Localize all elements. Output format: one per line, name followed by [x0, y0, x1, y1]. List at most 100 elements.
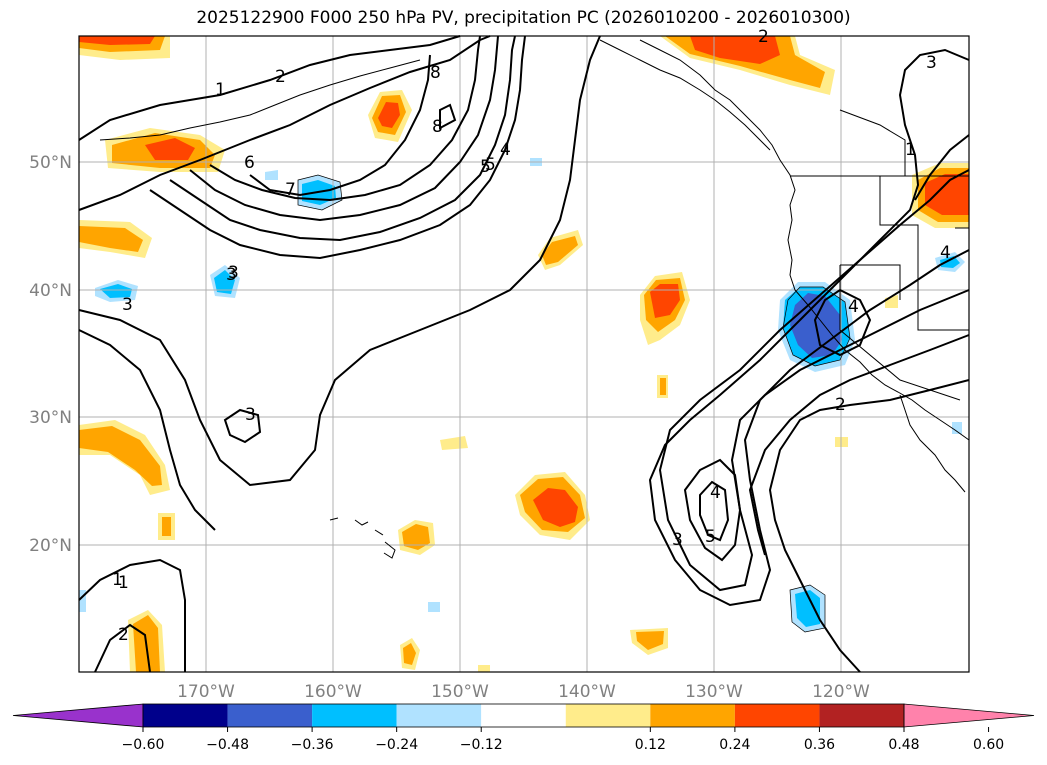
pv-contour — [658, 169, 970, 592]
pv-contour — [914, 134, 970, 201]
pv-contour — [209, 35, 481, 202]
pv-contour — [169, 35, 516, 242]
colorbar-tick-label: 0.36 — [804, 737, 835, 753]
latitude-label: 20°N — [29, 536, 72, 556]
map-panel: 1 2 3 4 5 6 7 8 1 2 3 4 5 3 3 3 1 2 2 4 … — [78, 27, 970, 673]
precip-negative-area — [940, 256, 960, 268]
contour-labels: 1 2 3 4 5 6 7 8 1 2 3 4 5 3 3 3 1 2 2 4 … — [112, 27, 951, 645]
precip-positive-area — [533, 488, 578, 527]
precip-negative-area — [795, 590, 820, 627]
contour-label: 4 — [500, 140, 511, 160]
precip-positive-area — [660, 378, 666, 395]
contour-label: 4 — [940, 243, 951, 263]
colorbar-tick-label: −0.48 — [206, 737, 249, 753]
contour-label: 6 — [244, 153, 255, 173]
precip-negative-area — [952, 422, 962, 434]
contour-label: 5 — [485, 155, 496, 175]
precip-negative-area — [100, 284, 132, 298]
precip-positive-area — [542, 236, 578, 265]
colorbar-segment — [481, 704, 566, 727]
aleutian-coastline — [99, 59, 421, 141]
pv-contour — [439, 103, 457, 130]
latitude-label: 40°N — [29, 281, 72, 301]
contour-label: 2 — [758, 27, 769, 47]
pv-contour — [223, 408, 262, 444]
pv-contour — [94, 623, 151, 673]
baja-coastline — [899, 394, 966, 493]
pv-contour — [813, 288, 872, 357]
pv-contours — [78, 35, 970, 673]
alaska-coastline — [599, 39, 771, 151]
pv-contour — [748, 334, 970, 556]
latitude-label: 30°N — [29, 408, 72, 428]
colorbar-segment — [312, 704, 397, 727]
pv-contour — [78, 35, 491, 211]
colorbar-frame — [142, 703, 905, 728]
precip-positive-area — [440, 436, 468, 450]
colorbar-tick-label: 0.12 — [635, 737, 666, 753]
precip-positive-area — [145, 138, 195, 160]
colorbar-segment — [565, 704, 651, 727]
pv-contour — [699, 480, 730, 542]
colorbar-segment — [227, 704, 313, 727]
longitude-label: 170°W — [177, 682, 235, 702]
precip-negative-area — [428, 602, 440, 612]
canada-border — [839, 109, 906, 176]
precip-positive-area — [650, 284, 680, 318]
colorbar-tick-label: −0.36 — [291, 737, 334, 753]
us-state-border — [840, 264, 901, 300]
longitude-label: 150°W — [431, 682, 489, 702]
pv-contour — [768, 379, 970, 673]
precip-positive-area — [162, 517, 171, 536]
contour-label: 4 — [710, 483, 721, 503]
colorbar-tick-label: −0.24 — [375, 737, 418, 753]
contour-label: 4 — [848, 297, 859, 317]
longitude-label: 130°W — [685, 682, 743, 702]
pv-contour — [189, 35, 499, 222]
contour-label: 3 — [672, 530, 683, 550]
gridlines — [79, 36, 969, 672]
precip-positive-area — [79, 36, 155, 45]
contour-label: 7 — [285, 180, 296, 200]
precip-positive-area — [79, 226, 143, 252]
colorbar: −0.60 −0.48 −0.36 −0.24 −0.12 0.12 0.24 0.36 0.4… — [12, 703, 1035, 753]
contour-label: 5 — [480, 157, 491, 177]
longitude-labels: 170°W 160°W 150°W 140°W 130°W 120°W — [177, 682, 870, 702]
longitude-label: 140°W — [558, 682, 616, 702]
contour-label: 3 — [245, 405, 256, 425]
precip-positive-area — [79, 426, 162, 486]
colorbar-segment — [396, 704, 482, 727]
contour-label: 2 — [118, 625, 129, 645]
precip-positive-area — [478, 665, 490, 672]
pv-contour — [78, 35, 461, 141]
contour-label: 2 — [275, 67, 286, 87]
precip-positive-area — [925, 174, 969, 215]
colorbar-segment — [143, 704, 228, 727]
pv-contour — [78, 35, 601, 487]
hawaii-islands — [329, 517, 396, 559]
us-state-border — [879, 176, 969, 331]
map-title: 2025122900 F000 250 hPa PV, precipitatio… — [196, 8, 851, 28]
precip-positive-area — [403, 643, 416, 665]
pv-contour — [683, 458, 742, 562]
colorbar-segment — [819, 704, 904, 727]
colorbar-segment — [650, 704, 735, 727]
contour-label: 2 — [835, 395, 846, 415]
colorbar-extend-max — [903, 703, 1035, 728]
contour-label: 3 — [226, 265, 237, 285]
pv-contour — [249, 54, 431, 197]
contour-label: 1 — [215, 80, 226, 100]
contour-label: 5 — [705, 527, 716, 547]
contour-label: 1 — [118, 573, 129, 593]
colorbar-extend-min — [12, 703, 144, 728]
longitude-label: 160°W — [304, 682, 362, 702]
contour-label: 1 — [112, 570, 123, 590]
longitude-label: 120°W — [812, 682, 870, 702]
contour-label: 3 — [228, 263, 239, 283]
precip-positive-area — [402, 524, 430, 550]
colorbar-tick-label: 0.24 — [719, 737, 750, 753]
colorbar-segment — [734, 704, 820, 727]
precip-negative-area — [214, 270, 235, 294]
pv-contour — [149, 35, 526, 260]
